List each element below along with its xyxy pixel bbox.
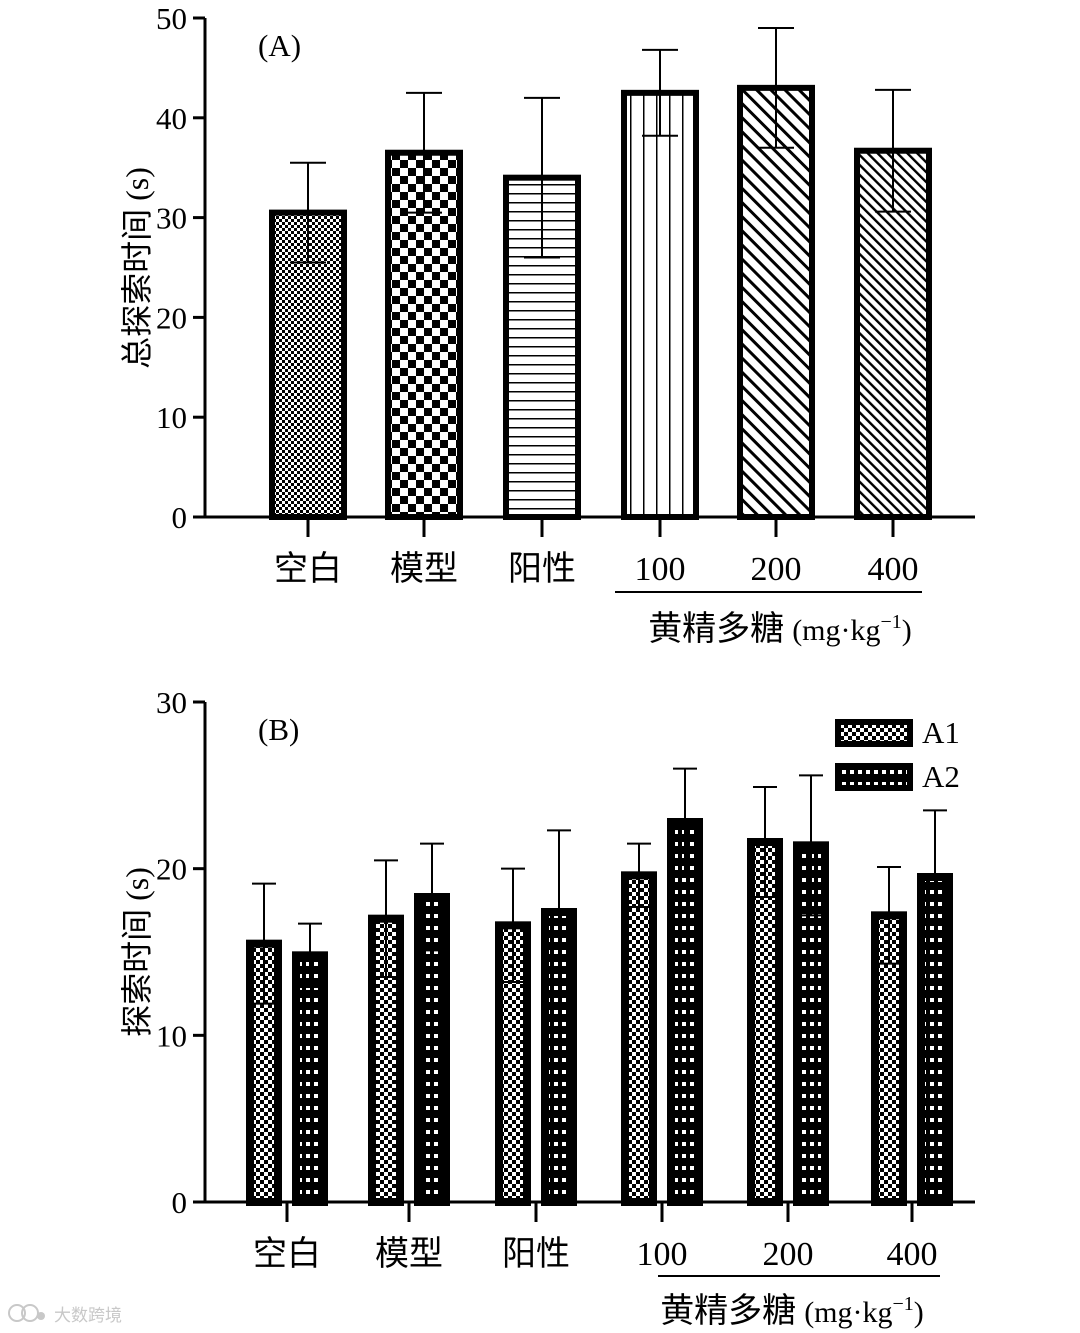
legend-label-a1: A1 <box>922 715 960 750</box>
watermark: 大数跨境 <box>8 1300 122 1326</box>
group-label-main: 黄精多糖 <box>648 610 784 648</box>
y-tick-label-3: 30 <box>156 685 187 720</box>
legend-label-a2: A2 <box>922 759 960 794</box>
bar-a2-0 <box>292 951 328 1206</box>
bar-3 <box>621 89 699 520</box>
x-tick-label-3: 100 <box>635 551 686 588</box>
y-tick-label-4: 40 <box>156 101 187 136</box>
y-tick-label-5: 50 <box>156 1 187 36</box>
y-tick-label-1: 10 <box>156 1018 187 1053</box>
group-label: 黄精多糖 (mg·kg−1) <box>648 610 912 648</box>
group-label-close: ) <box>914 1296 924 1329</box>
y-tick-label-2: 20 <box>156 852 187 887</box>
x-tick-label-2: 阳性 <box>508 550 576 588</box>
x-tick-label-4: 200 <box>763 1236 814 1273</box>
x-tick-label-5: 400 <box>868 551 919 588</box>
legend-swatch-a2 <box>835 763 913 791</box>
x-tick-label-0: 空白 <box>253 1235 321 1273</box>
panel-label: (B) <box>258 712 299 747</box>
y-tick-label-1: 10 <box>156 400 187 435</box>
watermark-text: 大数跨境 <box>54 1305 122 1326</box>
x-tick-label-2: 阳性 <box>502 1235 570 1273</box>
panel-label: (A) <box>258 28 301 63</box>
group-label-unit: (mg·kg <box>804 1296 892 1329</box>
x-tick-label-3: 100 <box>637 1236 688 1273</box>
bar-a1-3 <box>621 871 657 1206</box>
x-tick-label-4: 200 <box>751 551 802 588</box>
group-label-exp: −1 <box>893 1293 914 1315</box>
group-label-unit: (mg·kg <box>792 614 880 647</box>
x-tick-label-5: 400 <box>887 1236 938 1273</box>
watermark-logo-icon <box>8 1304 45 1322</box>
y-axis-title: 总探索时间 (s) <box>119 167 155 369</box>
y-tick-label-3: 30 <box>156 201 187 236</box>
legend-swatch-a1 <box>835 719 913 747</box>
group-label-main: 黄精多糖 <box>660 1292 796 1330</box>
y-tick-label-2: 20 <box>156 300 187 335</box>
group-label-close: ) <box>902 614 912 647</box>
group-label-exp: −1 <box>881 611 902 633</box>
x-tick-label-1: 模型 <box>375 1235 443 1273</box>
y-axis-title: 探索时间 (s) <box>119 867 155 1037</box>
y-tick-label-0: 0 <box>172 500 188 535</box>
x-tick-label-0: 空白 <box>274 550 342 588</box>
chart-panel-b: 0 10 20 30 空白 模型 阳性 100 200 400 黄精多糖 (mg·kg−1) (B) 探索… <box>119 685 975 1330</box>
bar-4 <box>737 84 815 521</box>
x-tick-label-1: 模型 <box>390 550 458 588</box>
bar-a2-3 <box>667 818 703 1206</box>
y-tick-label-0: 0 <box>172 1185 188 1220</box>
group-label: 黄精多糖 (mg·kg−1) <box>660 1292 924 1330</box>
